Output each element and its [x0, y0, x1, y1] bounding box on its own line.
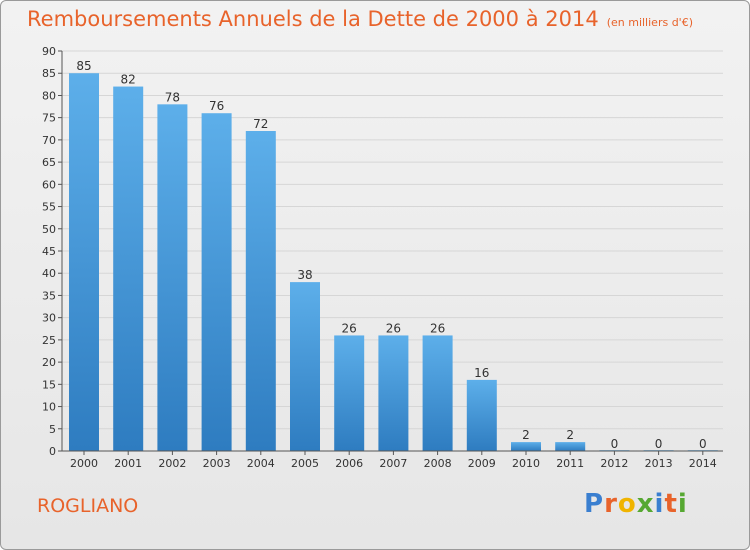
y-tick-label: 55	[42, 201, 56, 214]
value-label: 85	[76, 59, 91, 73]
value-label: 0	[655, 437, 663, 451]
logo-letter: r	[604, 489, 618, 519]
y-tick-label: 20	[42, 356, 56, 369]
bar-2010	[511, 442, 541, 451]
y-tick-label: 15	[42, 378, 56, 391]
x-tick-label: 2003	[203, 457, 231, 470]
y-tick-label: 30	[42, 312, 56, 325]
bar-2002	[157, 104, 188, 451]
logo-letter: x	[636, 489, 655, 519]
y-tick-label: 10	[42, 401, 56, 414]
bar-2003	[201, 113, 232, 451]
y-tick-label: 80	[42, 89, 56, 102]
y-tick-label: 90	[42, 45, 56, 58]
bar-2000	[69, 73, 99, 451]
value-label: 2	[522, 428, 530, 442]
y-axis: 0 5 10 15 20 25 30 35 40 45 50 55 60 65 70 75 80 85 90	[42, 45, 63, 458]
logo-letter: o	[617, 489, 637, 519]
bar-2009	[466, 379, 497, 451]
y-tick-label: 5	[49, 423, 56, 436]
value-label: 0	[611, 437, 619, 451]
x-tick-label: 2008	[424, 457, 452, 470]
x-tick-label: 2002	[158, 457, 186, 470]
bar-2008	[422, 335, 453, 451]
value-label: 76	[209, 99, 224, 113]
logo-letter: i	[654, 489, 665, 519]
chart-title-text: Remboursements Annuels de la Dette de 20…	[27, 7, 599, 31]
value-label: 16	[474, 366, 489, 380]
bar-2011	[555, 442, 586, 451]
x-tick-label: 2013	[645, 457, 673, 470]
x-tick-label: 2006	[335, 457, 363, 470]
value-label: 2	[566, 428, 574, 442]
x-tick-label: 2001	[114, 457, 142, 470]
y-tick-label: 0	[49, 445, 56, 458]
bar-2005	[290, 282, 320, 451]
bar-2004	[245, 131, 276, 451]
x-tick-label: 2012	[600, 457, 628, 470]
y-tick-label: 45	[42, 245, 56, 258]
chart-unit: (en milliers d'€)	[606, 16, 693, 29]
value-label: 26	[386, 321, 401, 335]
y-tick-label: 25	[42, 334, 56, 347]
x-tick-label: 2005	[291, 457, 319, 470]
value-label: 26	[430, 321, 445, 335]
value-label: 26	[342, 321, 357, 335]
y-tick-label: 60	[42, 178, 56, 191]
logo-letter: t	[664, 489, 678, 519]
chart-title: Remboursements Annuels de la Dette de 20…	[27, 7, 693, 31]
logo-letter: i	[677, 489, 688, 519]
value-label: 38	[297, 268, 312, 282]
x-tick-label: 2000	[70, 457, 98, 470]
proxiti-logo[interactable]: Proxiti	[584, 489, 688, 519]
y-tick-label: 75	[42, 112, 56, 125]
y-tick-label: 50	[42, 223, 56, 236]
x-tick-label: 2010	[512, 457, 540, 470]
x-tick-label: 2011	[556, 457, 584, 470]
y-tick-label: 35	[42, 289, 56, 302]
value-label: 78	[165, 90, 180, 104]
x-tick-label: 2007	[379, 457, 407, 470]
value-label: 72	[253, 117, 268, 131]
bars: 85 82 78 76 72 38 26 26 26 16 2 2 0 0 0	[69, 59, 718, 452]
y-tick-label: 65	[42, 156, 56, 169]
bar-2007	[378, 335, 409, 451]
value-label: 82	[121, 73, 136, 87]
y-tick-label: 85	[42, 67, 56, 80]
x-tick-label: 2009	[468, 457, 496, 470]
y-tick-label: 40	[42, 267, 56, 280]
x-tick-label: 2004	[247, 457, 275, 470]
y-tick-label: 70	[42, 134, 56, 147]
bar-2006	[334, 335, 365, 451]
commune-name: ROGLIANO	[37, 495, 139, 517]
bar-2001	[113, 86, 144, 452]
x-axis: 2000 2001 2002 2003 2004 2005 2006 2007 2008 2009…	[62, 450, 723, 470]
logo-letter: P	[584, 489, 605, 519]
x-tick-label: 2014	[689, 457, 717, 470]
value-label: 0	[699, 437, 707, 451]
